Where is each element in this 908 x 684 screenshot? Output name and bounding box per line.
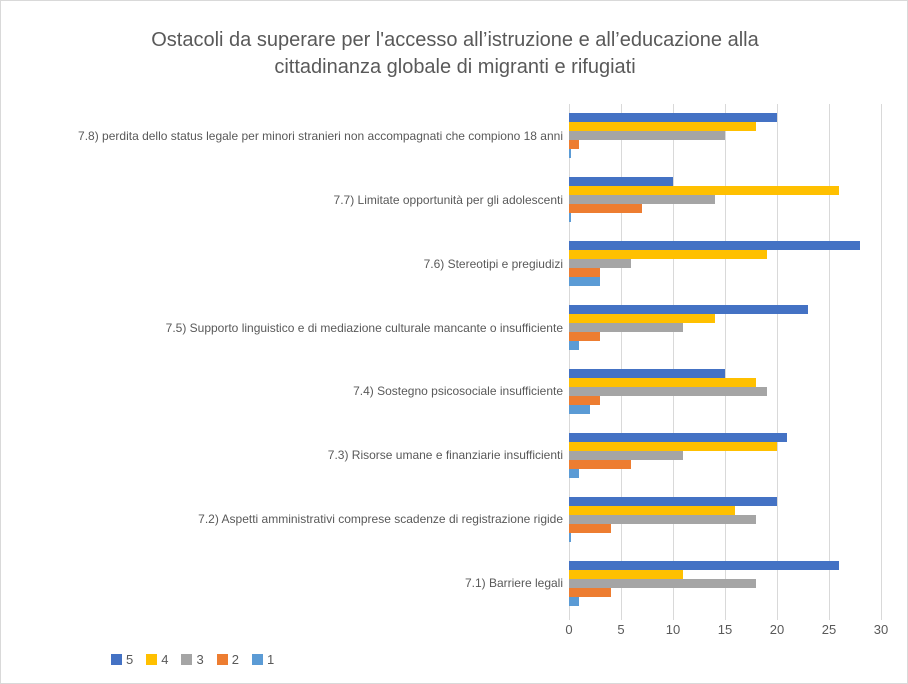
chart-title: Ostacoli da superare per l'accesso all’i… — [151, 29, 759, 78]
bar-series-3 — [569, 578, 757, 588]
bar-series-1 — [569, 532, 572, 542]
gridline — [881, 104, 882, 620]
bar-series-5 — [569, 241, 861, 251]
bar-series-1 — [569, 468, 580, 478]
bar-series-2 — [569, 395, 601, 405]
category-label: 7.3) Risorse umane e finanziarie insuffi… — [327, 448, 563, 463]
bar-series-1 — [569, 213, 572, 223]
x-axis-tick-label: 20 — [769, 622, 785, 637]
bar-series-3 — [569, 450, 684, 460]
bar-series-1 — [569, 404, 590, 414]
bar-series-5 — [569, 496, 777, 506]
bar-series-4 — [569, 314, 715, 324]
legend-label: 2 — [231, 652, 239, 667]
category-label: 7.8) perdita dello status legale per min… — [78, 128, 563, 143]
bar-series-4 — [569, 122, 757, 132]
bar-series-1 — [569, 277, 601, 287]
category-label: 7.6) Stereotipi e pregiudizi — [423, 256, 563, 271]
legend-swatch-icon — [146, 654, 158, 665]
gridline — [829, 104, 830, 620]
legend-swatch-icon — [251, 654, 263, 665]
legend-swatch-icon — [181, 654, 193, 665]
bar-series-2 — [569, 140, 580, 150]
bar-series-5 — [569, 432, 788, 442]
gridline — [725, 104, 726, 620]
bar-series-4 — [569, 250, 767, 260]
bar-series-1 — [569, 341, 580, 351]
legend-label: 5 — [126, 652, 134, 667]
bar-series-3 — [569, 131, 725, 141]
x-axis-tick-label: 5 — [617, 622, 625, 637]
category-label: 7.5) Supporto linguistico e di mediazion… — [165, 320, 563, 335]
bar-series-2 — [569, 204, 642, 214]
legend-item-1: 1 — [251, 652, 275, 667]
bar-series-5 — [569, 560, 840, 570]
bar-series-2 — [569, 459, 632, 469]
gridline — [621, 104, 622, 620]
legend-item-3: 3 — [181, 652, 204, 667]
legend-label: 4 — [161, 652, 169, 667]
bar-series-3 — [569, 386, 767, 396]
bar-series-2 — [569, 587, 611, 597]
legend-item-2: 2 — [216, 652, 239, 667]
gridline — [673, 104, 674, 620]
bar-series-5 — [569, 368, 725, 378]
x-axis-tick-label: 10 — [665, 622, 681, 637]
x-axis-tick-label: 0 — [565, 622, 573, 637]
legend-swatch-icon — [111, 654, 122, 665]
legend-label: 3 — [196, 652, 204, 667]
legend-item-5: 5 — [111, 652, 133, 667]
bar-series-4 — [569, 505, 736, 515]
gridline — [777, 104, 778, 620]
bar-series-3 — [569, 514, 757, 524]
legend-item-4: 4 — [146, 652, 168, 667]
bar-series-3 — [569, 323, 684, 333]
x-axis-tick-label: 15 — [717, 622, 733, 637]
bar-series-5 — [569, 113, 777, 123]
legend-swatch-icon — [216, 654, 228, 665]
bar-series-4 — [569, 441, 777, 451]
bar-series-1 — [569, 596, 580, 606]
bar-series-5 — [569, 177, 673, 187]
category-label: 7.2) Aspetti amministrativi comprese sca… — [198, 512, 563, 527]
legend-label: 1 — [266, 652, 275, 667]
bar-series-4 — [569, 377, 757, 387]
bar-series-5 — [569, 305, 809, 315]
bar-series-2 — [569, 523, 611, 533]
x-axis-tick-label: 30 — [873, 622, 889, 637]
category-label: 7.4) Sostegno psicosociale insufficiente — [353, 384, 563, 399]
category-label: 7.7) Limitate opportunità per gli adoles… — [333, 192, 563, 207]
x-axis-tick-label: 25 — [821, 622, 837, 637]
bar-series-2 — [569, 268, 601, 278]
gridline — [569, 104, 570, 620]
category-label: 7.1) Barriere legali — [464, 576, 563, 591]
bar-series-3 — [569, 195, 715, 205]
bar-series-4 — [569, 569, 684, 579]
bar-series-1 — [569, 149, 572, 159]
legend: 5 4 3 2 1 — [111, 652, 287, 667]
bar-series-4 — [569, 186, 840, 196]
bar-series-3 — [569, 259, 632, 269]
bar-series-2 — [569, 332, 601, 342]
